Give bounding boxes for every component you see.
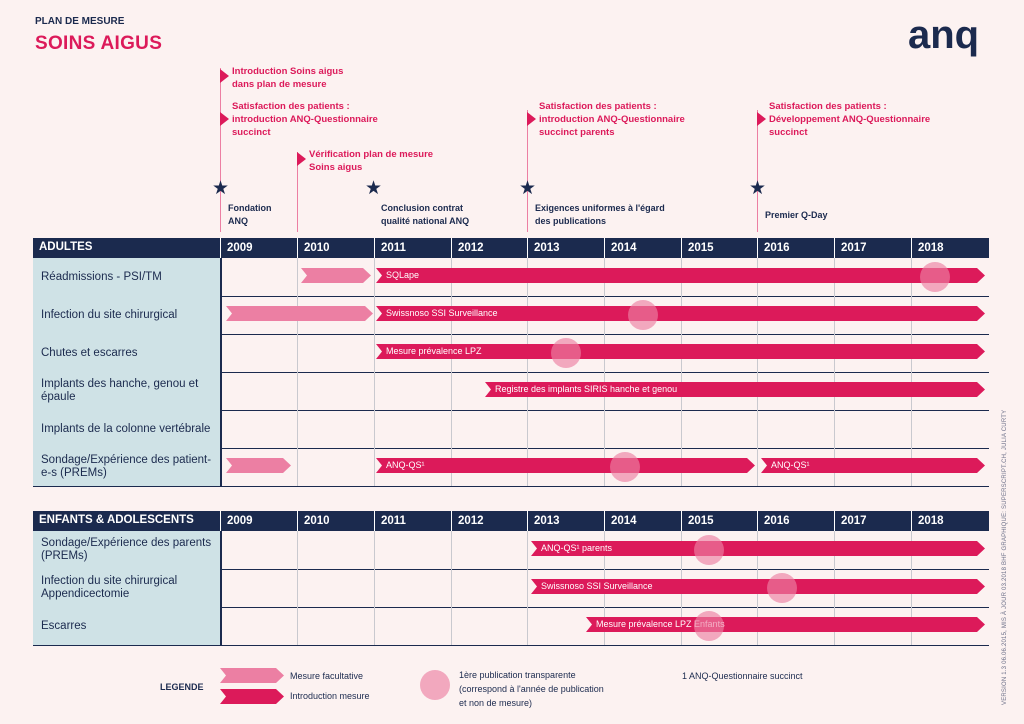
year-header: 2012: [451, 511, 528, 531]
timeline-line-2009: [220, 68, 221, 232]
row-label: Infection du site chirurgical: [33, 296, 221, 334]
year-header: 2010: [297, 511, 374, 531]
year-header: 2015: [681, 511, 758, 531]
row-label: Implants des hanche, genou et épaule: [33, 372, 221, 410]
year-header: 2011: [374, 238, 451, 258]
measure-bar: Mesure prévalence LPZ: [376, 344, 985, 359]
legend-footnote: 1 ANQ-Questionnaire succinct: [682, 671, 803, 681]
table-row: Infection du site chirurgical Appendicec…: [33, 569, 989, 608]
table-row: Implants de la colonne vertébrale: [33, 410, 989, 449]
publication-circle: [628, 300, 658, 330]
event-exigences: Exigences uniformes à l'égard des publica…: [535, 203, 665, 226]
measure-bar: ANQ-QS¹: [376, 458, 755, 473]
milestone-intro-soins-aigus: Introduction Soins aigus dans plan de mes…: [232, 66, 344, 90]
year-header: 2018: [911, 511, 988, 531]
adultes-table: ADULTES 2009 2010 2011 2012 2013 2014 20…: [33, 238, 989, 487]
legend-publication-label: 1ère publication transparente (correspond…: [459, 670, 604, 708]
table-row: Implants des hanche, genou et épaule Reg…: [33, 372, 989, 411]
flag-icon: [757, 112, 766, 126]
year-header: 2009: [220, 238, 297, 258]
year-header: 2017: [834, 238, 911, 258]
flag-icon: [297, 152, 306, 166]
measure-bar-facultative: [301, 268, 371, 283]
table-row: Infection du site chirurgical Swissnoso …: [33, 296, 989, 335]
publication-circle: [694, 611, 724, 641]
measure-bar: Registre des implants SIRIS hanche et ge…: [485, 382, 985, 397]
measure-bar-facultative: [226, 458, 291, 473]
section-label: ADULTES: [39, 241, 93, 253]
measure-bar: Mesure prévalence LPZ Enfants: [586, 617, 985, 632]
year-header: 2011: [374, 511, 451, 531]
legend-introduction-label: Introduction mesure: [290, 691, 370, 701]
table-row: Sondage/Expérience des parents (PREMs) A…: [33, 531, 989, 570]
publication-circle: [767, 573, 797, 603]
enfants-table: ENFANTS & ADOLESCENTS 2009 2010 2011 201…: [33, 511, 989, 646]
star-icon: ★: [212, 178, 230, 199]
timeline-line-2016: [757, 110, 758, 232]
svg-text:anq: anq: [908, 14, 979, 57]
flag-icon: [220, 69, 229, 83]
row-label: Escarres: [33, 607, 221, 645]
year-header: 2018: [911, 238, 988, 258]
enfants-header: ENFANTS & ADOLESCENTS 2009 2010 2011 201…: [33, 511, 989, 531]
adultes-header: ADULTES 2009 2010 2011 2012 2013 2014 20…: [33, 238, 989, 258]
row-label: Implants de la colonne vertébrale: [33, 410, 221, 448]
page-title: SOINS AIGUS: [35, 33, 163, 54]
legend-facultative-label: Mesure facultative: [290, 671, 364, 681]
legend-introduction-bar: [220, 689, 284, 704]
year-header: 2016: [757, 238, 834, 258]
table-row: Sondage/Expérience des patient-e-s (PREM…: [33, 448, 989, 487]
measure-bar: SQLape: [376, 268, 985, 283]
publication-circle: [551, 338, 581, 368]
publication-circle: [610, 452, 640, 482]
measure-bar: Swissnoso SSI Surveillance: [531, 579, 985, 594]
event-fondation: Fondation ANQ: [228, 203, 272, 226]
year-header: 2012: [451, 238, 528, 258]
milestone-satisfaction-2009: Satisfaction des patients : introduction …: [232, 101, 378, 138]
milestone-satisfaction-2013: Satisfaction des patients : introduction …: [539, 101, 685, 138]
year-header: 2013: [527, 511, 604, 531]
year-header: 2014: [604, 511, 681, 531]
legend-facultative-bar: [220, 668, 284, 683]
publication-circle: [694, 535, 724, 565]
flag-icon: [527, 112, 536, 126]
table-row: Réadmissions - PSI/TM SQLape: [33, 258, 989, 297]
version-note: VERSION 1.3 06.06.2015, MIS À JOUR 03.20…: [1002, 409, 1008, 705]
year-header: 2017: [834, 511, 911, 531]
year-header: 2013: [527, 238, 604, 258]
measure-bar: Swissnoso SSI Surveillance: [376, 306, 985, 321]
measure-bar: ANQ-QS¹ parents: [531, 541, 985, 556]
year-header: 2015: [681, 238, 758, 258]
row-label: Réadmissions - PSI/TM: [33, 258, 221, 296]
year-header: 2009: [220, 511, 297, 531]
milestone-verification: Vérification plan de mesure Soins aigus: [309, 149, 434, 173]
row-label: Sondage/Expérience des patient-e-s (PREM…: [33, 448, 221, 486]
section-label: ENFANTS & ADOLESCENTS: [39, 514, 194, 526]
table-row: Chutes et escarres Mesure prévalence LPZ: [33, 334, 989, 373]
timeline-line-2010: [297, 152, 298, 232]
row-label: Infection du site chirurgical Appendicec…: [33, 569, 221, 607]
star-icon: ★: [519, 178, 537, 199]
row-label: Chutes et escarres: [33, 334, 221, 372]
star-icon: ★: [365, 178, 383, 199]
row-label: Sondage/Expérience des parents (PREMs): [33, 531, 221, 569]
milestone-satisfaction-2016: Satisfaction des patients : Développement…: [769, 101, 931, 138]
table-row: Escarres Mesure prévalence LPZ Enfants: [33, 607, 989, 646]
year-header: 2014: [604, 238, 681, 258]
event-conclusion: Conclusion contrat qualité national ANQ: [381, 203, 470, 226]
publication-circle: [920, 262, 950, 292]
legend-publication-circle: [420, 670, 450, 700]
flag-icon: [220, 112, 229, 126]
star-icon: ★: [749, 178, 767, 199]
timeline-line-2013: [527, 110, 528, 232]
anq-logo: anq: [908, 14, 979, 57]
page-kicker: PLAN DE MESURE: [35, 16, 125, 27]
measure-bar-facultative: [226, 306, 373, 321]
event-qday: Premier Q-Day: [765, 210, 828, 220]
legend-title: LEGENDE: [160, 682, 204, 692]
measure-bar: ANQ-QS¹: [761, 458, 985, 473]
year-header: 2010: [297, 238, 374, 258]
year-header: 2016: [757, 511, 834, 531]
